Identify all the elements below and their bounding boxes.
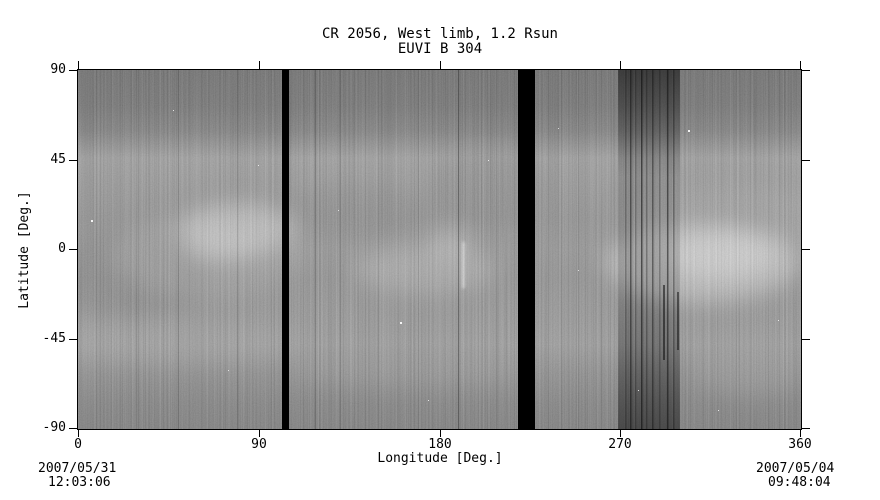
x-axis-title: Longitude [Deg.] [377,451,503,466]
x-tick-label-0: 0 [74,437,82,452]
chart-subtitle: EUVI B 304 [397,41,483,57]
x-tick-label-270: 270 [608,437,632,452]
y-tick-mark-right [802,339,810,340]
y-tick-mark [69,249,77,250]
start-date: 2007/05/31 [38,461,117,476]
x-tick-label-360: 360 [788,437,812,452]
synoptic-map-image [78,70,801,429]
x-tick-mark-top [800,61,801,69]
plot-area [77,69,802,430]
y-tick-label-90: 90 [50,62,66,77]
y-tick-mark-right [802,70,810,71]
data-gap-band-2 [518,70,535,429]
y-tick-mark [69,339,77,340]
end-time: 09:48:04 [768,475,831,490]
y-tick-mark-right [802,160,810,161]
y-tick-mark [69,160,77,161]
y-tick-mark-right [802,249,810,250]
x-tick-mark-top [620,61,621,69]
y-tick-mark [69,70,77,71]
x-tick-mark [800,429,801,437]
x-tick-mark-top [259,61,260,69]
y-tick-label-n45: -45 [42,331,66,346]
x-tick-label-180: 180 [428,437,452,452]
x-tick-label-90: 90 [251,437,267,452]
x-tick-mark [259,429,260,437]
y-tick-label-n90: -90 [42,420,66,435]
x-tick-mark-top [440,61,441,69]
start-time: 12:03:06 [48,475,111,490]
x-tick-mark-top [78,61,79,69]
title-block: CR 2056, West limb, 1.2 Rsun EUVI B 304 [140,27,740,57]
x-tick-mark [620,429,621,437]
y-tick-label-0: 0 [58,241,66,256]
x-tick-mark [78,429,79,437]
y-tick-label-45: 45 [50,152,66,167]
x-tick-mark [440,429,441,437]
end-date: 2007/05/04 [756,461,835,476]
chart-title: CR 2056, West limb, 1.2 Rsun [321,26,558,42]
y-tick-mark-right [802,428,810,429]
data-gap-band-1 [282,70,289,429]
y-tick-mark [69,428,77,429]
